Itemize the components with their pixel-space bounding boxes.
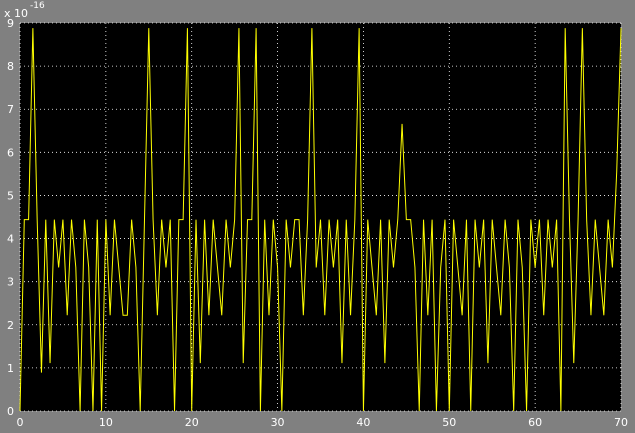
x-tick-label: 20 bbox=[185, 416, 199, 429]
x-tick-label: 30 bbox=[271, 416, 285, 429]
y-tick-label: 4 bbox=[7, 233, 14, 246]
plot-area bbox=[20, 23, 621, 411]
y-tick-label: 7 bbox=[7, 103, 14, 116]
x-tick-label: 60 bbox=[528, 416, 542, 429]
x-tick-label: 40 bbox=[356, 416, 370, 429]
y-tick-label: 9 bbox=[7, 17, 14, 30]
y-tick-label: 8 bbox=[7, 60, 14, 73]
series-line bbox=[19, 28, 622, 412]
x-tick-label: 50 bbox=[442, 416, 456, 429]
y-multiplier: x 10 bbox=[4, 7, 28, 20]
y-tick-label: 1 bbox=[7, 362, 14, 375]
y-tick-label: 2 bbox=[7, 319, 14, 332]
x-tick-label: 10 bbox=[99, 416, 113, 429]
x-tick-label: 0 bbox=[17, 416, 24, 429]
x-tick-label: 70 bbox=[614, 416, 628, 429]
y-tick-label: 0 bbox=[7, 405, 14, 418]
y-multiplier-exponent: -16 bbox=[30, 1, 45, 11]
y-tick-label: 3 bbox=[7, 276, 14, 289]
y-tick-label: 5 bbox=[7, 189, 14, 202]
y-tick-label: 6 bbox=[7, 146, 14, 159]
